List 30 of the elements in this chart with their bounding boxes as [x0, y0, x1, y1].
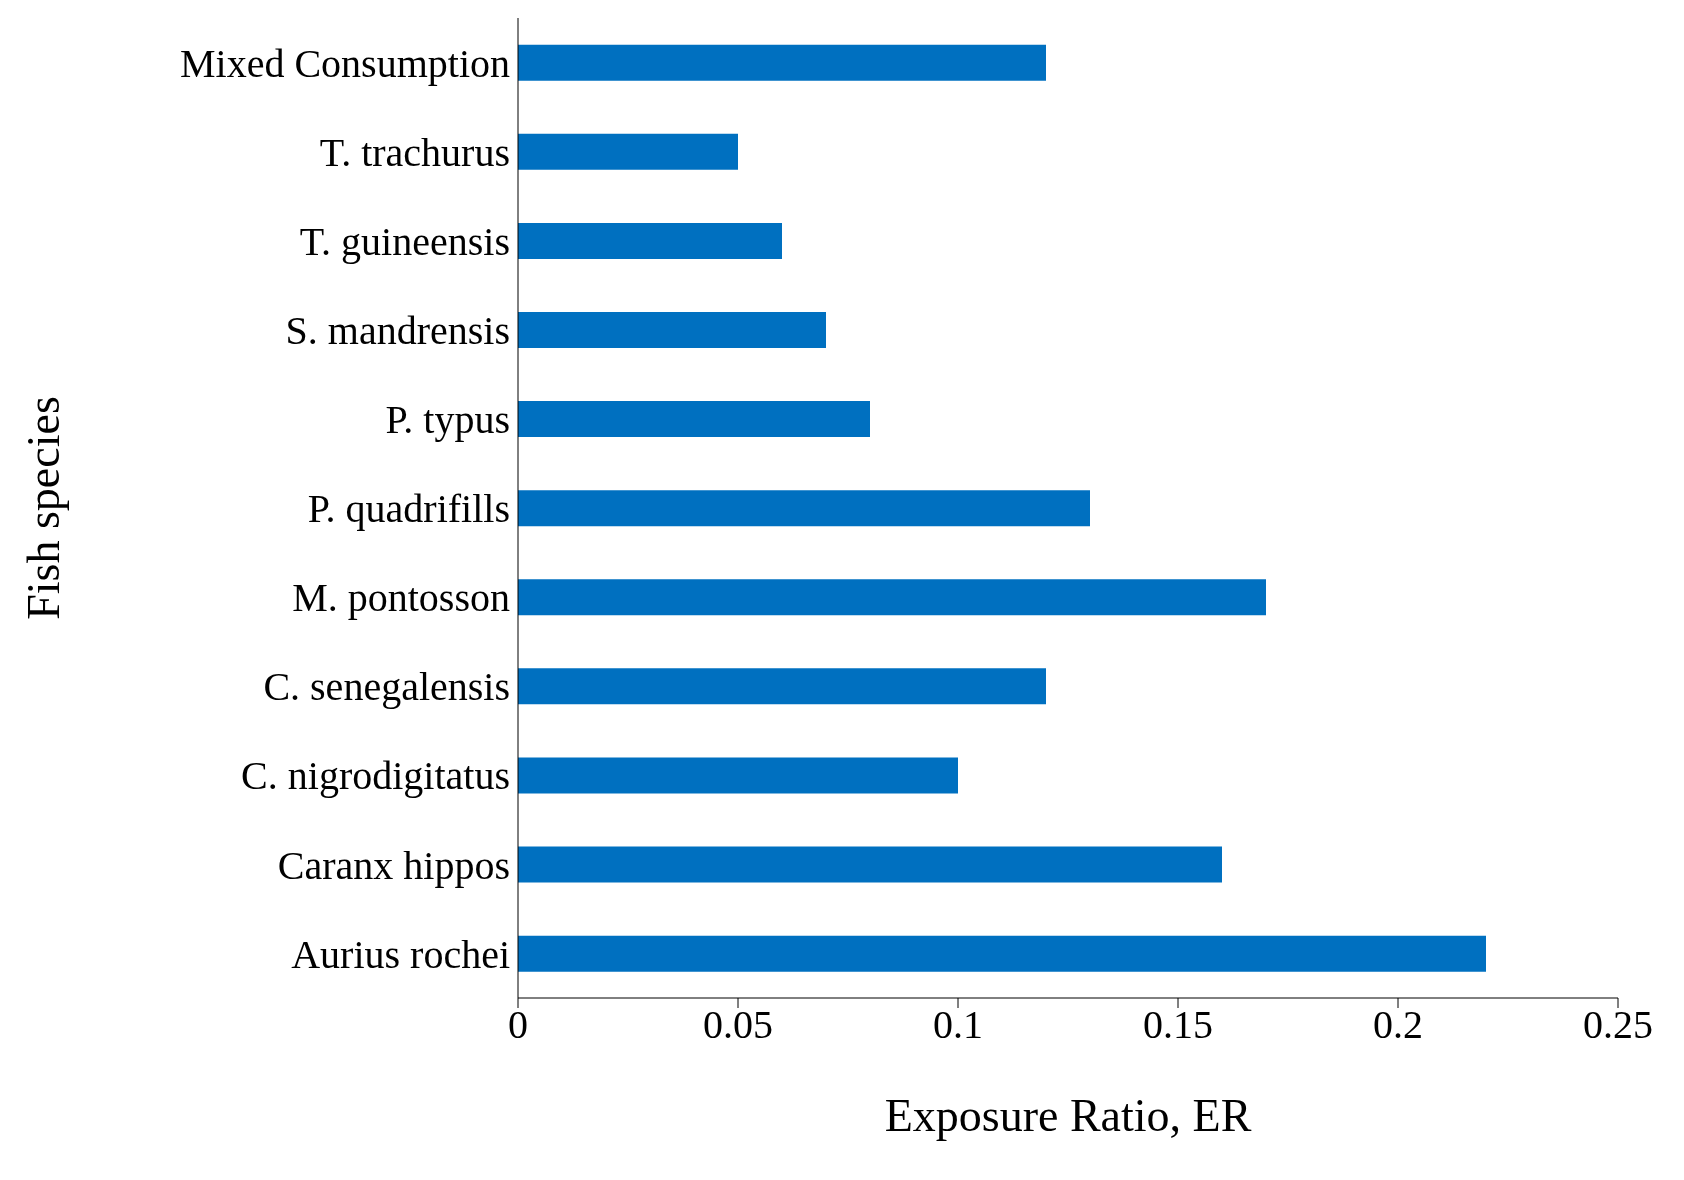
- y-tick-label: Mixed Consumption: [179, 40, 510, 86]
- bar: [518, 846, 1222, 883]
- y-tick-label: P. quadrifills: [307, 486, 510, 532]
- bar: [518, 757, 958, 794]
- x-tick-label: 0.15: [1143, 1002, 1213, 1048]
- x-axis-title: Exposure Ratio, ER: [884, 1089, 1252, 1141]
- y-tick-label: T. guineensis: [299, 218, 510, 264]
- bar: [518, 668, 1046, 705]
- y-tick-label: Caranx hippos: [277, 842, 510, 888]
- bar: [518, 312, 826, 348]
- y-tick-label: C. senegalensis: [263, 664, 510, 710]
- y-tick-label: P. typus: [385, 397, 510, 443]
- bar: [518, 44, 1046, 81]
- y-tick-label: S. mandrensis: [285, 308, 510, 354]
- y-tick-label: T. trachurus: [319, 129, 510, 175]
- y-axis-title: Fish species: [18, 396, 70, 620]
- y-tick-label: M. pontosson: [292, 575, 510, 621]
- x-tick-label: 0.2: [1373, 1002, 1423, 1048]
- bar: [518, 401, 870, 438]
- bar: [518, 579, 1266, 616]
- bar: [518, 490, 1090, 527]
- bar: [518, 133, 738, 170]
- bar: [518, 222, 782, 259]
- bar: [518, 935, 1486, 972]
- x-tick-label: 0.05: [703, 1002, 773, 1048]
- y-tick-label: C. nigrodigitatus: [241, 753, 510, 799]
- x-tick-label: 0.25: [1583, 1002, 1653, 1048]
- x-tick-label: 0.1: [933, 1002, 983, 1048]
- x-tick-label: 0: [508, 1002, 528, 1048]
- y-tick-label: Aurius rochei: [291, 931, 510, 977]
